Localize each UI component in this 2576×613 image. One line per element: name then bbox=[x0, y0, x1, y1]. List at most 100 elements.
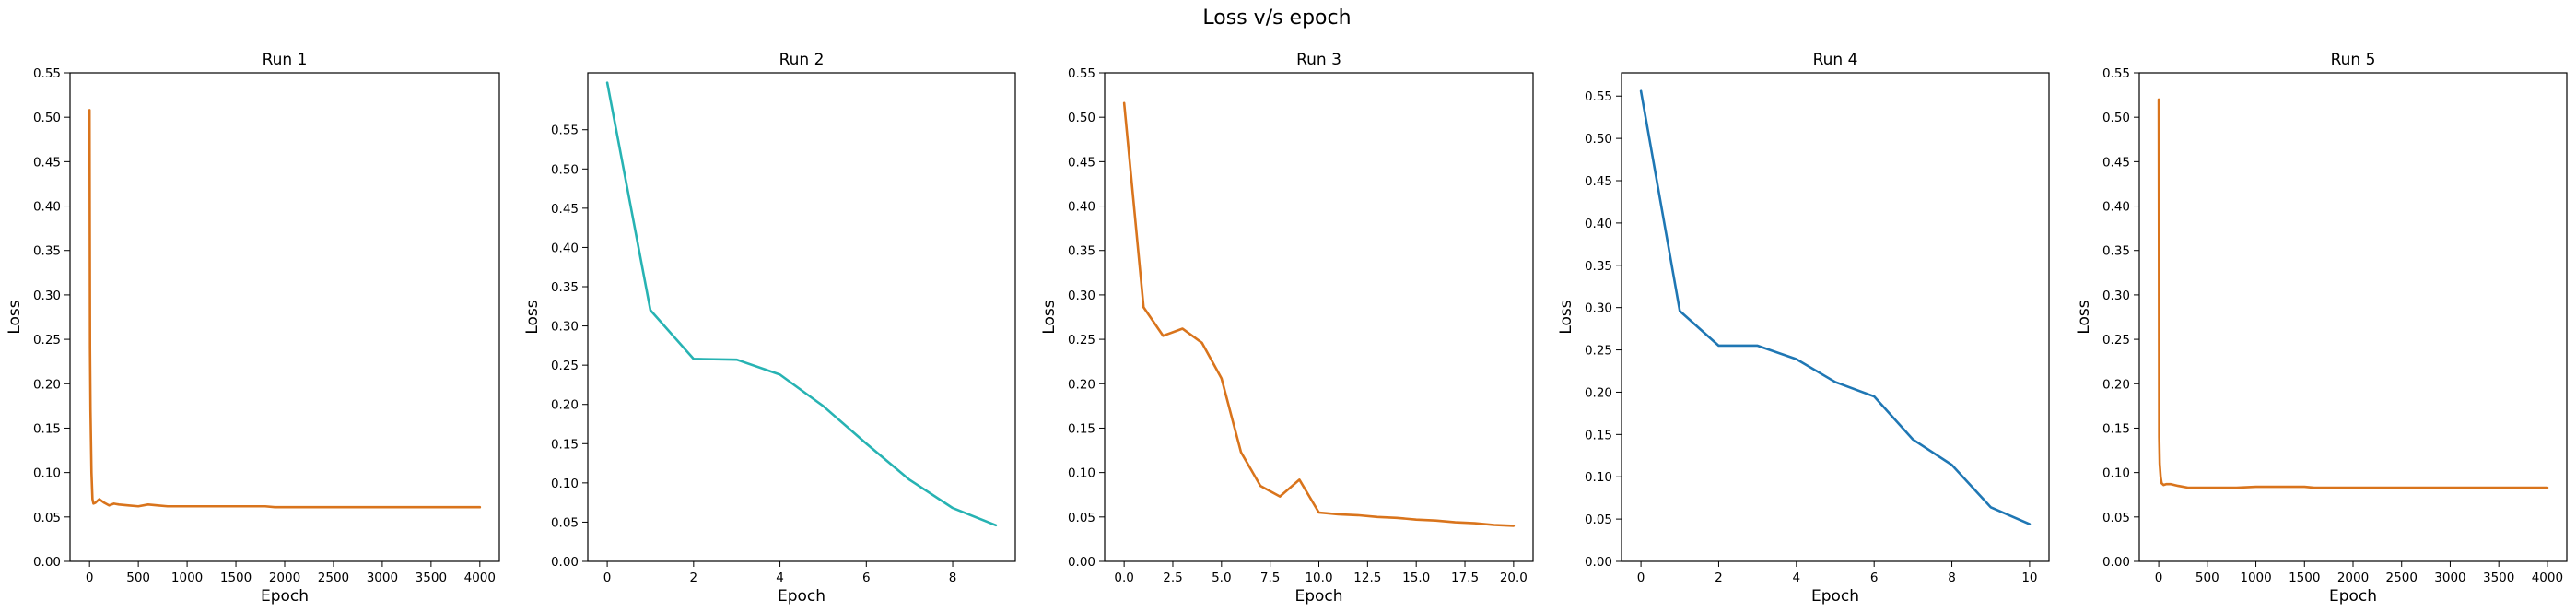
y-tick-label: 0.20 bbox=[2102, 377, 2130, 392]
x-tick-label: 3500 bbox=[416, 571, 447, 585]
y-tick-label: 0.35 bbox=[551, 280, 579, 295]
y-tick-label: 0.30 bbox=[1068, 289, 1095, 303]
x-tick-label: 3000 bbox=[2434, 571, 2465, 585]
y-axis-label: Loss bbox=[523, 300, 542, 334]
subplot-title: Run 4 bbox=[1813, 51, 1858, 69]
y-tick-label: 0.25 bbox=[551, 359, 579, 373]
y-tick-label: 0.10 bbox=[1585, 470, 1612, 485]
subplot-grid: 0.000.050.100.150.200.250.300.350.400.45… bbox=[6, 51, 2568, 606]
y-tick-label: 0.05 bbox=[1068, 511, 1095, 525]
x-tick-label: 3000 bbox=[367, 571, 398, 585]
figure-title: Loss v/s epoch bbox=[1202, 6, 1351, 29]
y-tick-label: 0.20 bbox=[1068, 377, 1095, 392]
y-tick-label: 0.15 bbox=[1585, 428, 1612, 442]
y-tick-label: 0.45 bbox=[1068, 155, 1095, 170]
loss-series-line bbox=[1639, 89, 2032, 525]
y-tick-label: 0.50 bbox=[1585, 132, 1612, 147]
subplot-title: Run 5 bbox=[2331, 51, 2376, 69]
y-tick-label: 0.25 bbox=[2102, 333, 2130, 348]
x-tick-label: 8 bbox=[949, 571, 957, 585]
y-tick-label: 0.25 bbox=[33, 333, 61, 348]
x-tick-label: 6 bbox=[1870, 571, 1879, 585]
y-axis-label: Loss bbox=[1040, 300, 1059, 334]
y-tick-label: 0.40 bbox=[2102, 200, 2130, 215]
y-tick-label: 0.40 bbox=[1585, 217, 1612, 231]
y-tick-label: 0.20 bbox=[551, 398, 579, 413]
y-tick-label: 0.40 bbox=[1068, 200, 1095, 215]
y-tick-label: 0.55 bbox=[1068, 66, 1095, 81]
y-tick-label: 0.00 bbox=[2102, 555, 2130, 570]
y-tick-label: 0.45 bbox=[551, 202, 579, 217]
y-axis-label: Loss bbox=[2075, 300, 2093, 334]
y-tick-label: 0.50 bbox=[2102, 111, 2130, 125]
x-tick-label: 15.0 bbox=[1402, 571, 1430, 585]
x-tick-label: 2 bbox=[1715, 571, 1723, 585]
x-tick-label: 2.5 bbox=[1163, 571, 1182, 585]
x-tick-label: 1000 bbox=[2240, 571, 2271, 585]
x-tick-label: 2500 bbox=[2386, 571, 2418, 585]
y-tick-label: 0.45 bbox=[33, 155, 61, 170]
y-tick-label: 0.35 bbox=[1068, 244, 1095, 259]
x-tick-label: 2 bbox=[690, 571, 698, 585]
chart-panel-5: 0.00 0.05 0.10 0.15 0.20 0.25 0.30 0.35 0.40 0.45… bbox=[2075, 51, 2568, 606]
plot-frame bbox=[69, 72, 500, 562]
subplot-title: Run 1 bbox=[263, 51, 308, 69]
y-axis-label: Loss bbox=[1557, 300, 1575, 334]
y-tick-label: 0.05 bbox=[2102, 511, 2130, 525]
plot-frame bbox=[587, 72, 1016, 562]
x-axis-label: Epoch bbox=[1811, 587, 1859, 606]
y-tick-label: 0.05 bbox=[33, 511, 61, 525]
x-tick-label: 4000 bbox=[2532, 571, 2563, 585]
x-tick-label: 0 bbox=[2155, 571, 2163, 585]
y-tick-label: 0.15 bbox=[551, 437, 579, 452]
loss-series-line bbox=[88, 109, 482, 509]
x-axis-label: Epoch bbox=[1294, 587, 1342, 606]
y-tick-label: 0.30 bbox=[551, 320, 579, 335]
y-tick-label: 0.00 bbox=[1585, 555, 1612, 570]
y-tick-label: 0.10 bbox=[2102, 466, 2130, 481]
y-tick-label: 0.00 bbox=[33, 555, 61, 570]
loss-series-line bbox=[1122, 101, 1516, 527]
x-tick-label: 0 bbox=[86, 571, 94, 585]
x-axis-label: Epoch bbox=[2329, 587, 2377, 606]
y-tick-label: 0.15 bbox=[33, 421, 61, 436]
y-tick-label: 0.15 bbox=[1068, 421, 1095, 436]
y-tick-label: 0.05 bbox=[1585, 513, 1612, 527]
x-tick-label: 10 bbox=[2021, 571, 2037, 585]
y-tick-label: 0.50 bbox=[551, 162, 579, 177]
x-tick-label: 0 bbox=[1637, 571, 1645, 585]
chart-panel-4: 0.00 0.05 0.10 0.15 0.20 0.25 0.30 0.35 0.40 0.45… bbox=[1557, 51, 2050, 606]
y-tick-label: 0.15 bbox=[2102, 421, 2130, 436]
y-tick-label: 0.10 bbox=[551, 477, 579, 491]
y-tick-label: 0.00 bbox=[1068, 555, 1095, 570]
x-tick-label: 1500 bbox=[220, 571, 252, 585]
y-tick-label: 0.40 bbox=[551, 241, 579, 255]
y-tick-label: 0.10 bbox=[33, 466, 61, 481]
x-tick-label: 5.0 bbox=[1212, 571, 1231, 585]
x-axis-label: Epoch bbox=[778, 587, 825, 606]
y-tick-label: 0.50 bbox=[1068, 111, 1095, 125]
y-tick-label: 0.45 bbox=[2102, 155, 2130, 170]
y-tick-label: 0.30 bbox=[1585, 301, 1612, 316]
x-tick-label: 2000 bbox=[269, 571, 300, 585]
x-tick-label: 1500 bbox=[2289, 571, 2320, 585]
y-tick-label: 0.30 bbox=[2102, 289, 2130, 303]
x-tick-label: 500 bbox=[126, 571, 150, 585]
loss-series-line bbox=[605, 81, 998, 527]
chart-panel-2: 0.00 0.05 0.10 0.15 0.20 0.25 0.30 0.35 0.40 0.45… bbox=[523, 51, 1016, 606]
y-tick-label: 0.55 bbox=[2102, 66, 2130, 81]
y-tick-label: 0.35 bbox=[2102, 244, 2130, 259]
x-tick-label: 1000 bbox=[171, 571, 203, 585]
plot-frame bbox=[1104, 72, 1534, 562]
x-tick-label: 0.0 bbox=[1114, 571, 1133, 585]
y-tick-label: 0.45 bbox=[1585, 174, 1612, 189]
loss-series-line bbox=[2157, 98, 2549, 489]
x-tick-label: 0 bbox=[603, 571, 612, 585]
y-tick-label: 0.35 bbox=[1585, 259, 1612, 274]
x-tick-label: 8 bbox=[1948, 571, 1956, 585]
y-tick-label: 0.05 bbox=[551, 515, 579, 530]
x-tick-label: 2500 bbox=[318, 571, 349, 585]
x-tick-label: 2000 bbox=[2337, 571, 2369, 585]
x-tick-label: 17.5 bbox=[1451, 571, 1479, 585]
x-tick-label: 4 bbox=[776, 571, 784, 585]
